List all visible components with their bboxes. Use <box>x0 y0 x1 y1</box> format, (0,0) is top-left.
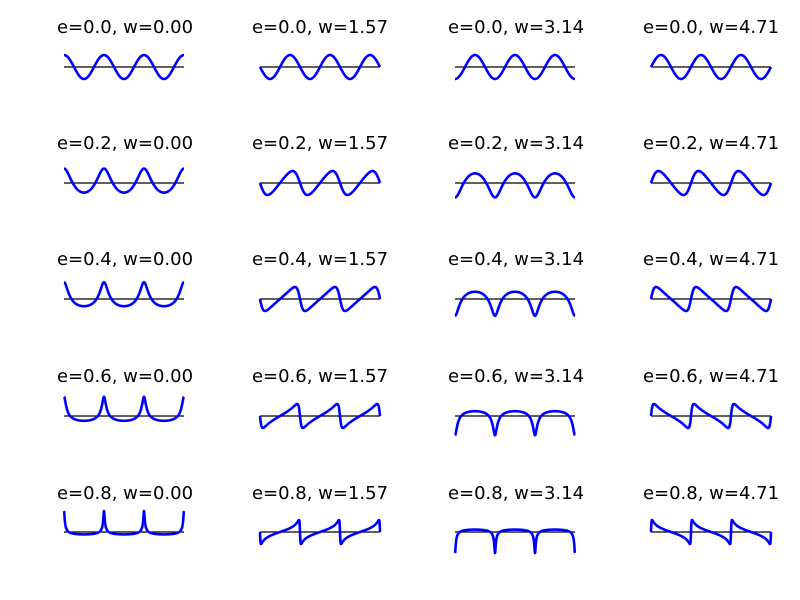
panel-e0.8-w4.71: e=0.8, w=4.71 <box>643 483 779 546</box>
rv-curve <box>649 402 773 430</box>
panel-e0.8-w3.14: e=0.8, w=3.14 <box>448 483 584 555</box>
panel-e0.0-w1.57: e=0.0, w=1.57 <box>252 17 388 81</box>
panel-e0.6-w0.00: e=0.6, w=0.00 <box>57 366 193 423</box>
panel-e0.8-w1.57: e=0.8, w=1.57 <box>252 483 388 546</box>
panel-title: e=0.2, w=3.14 <box>448 133 584 154</box>
panel-title: e=0.6, w=3.14 <box>448 366 584 387</box>
rv-curve <box>258 53 382 81</box>
rv-curve <box>453 172 577 199</box>
panel-title: e=0.2, w=4.71 <box>643 133 779 154</box>
panel-e0.2-w4.71: e=0.2, w=4.71 <box>643 133 779 197</box>
panel-title: e=0.6, w=1.57 <box>252 366 388 387</box>
panel-title: e=0.8, w=0.00 <box>57 483 193 504</box>
panel-e0.4-w0.00: e=0.4, w=0.00 <box>57 249 193 308</box>
panel-title: e=0.4, w=0.00 <box>57 249 193 270</box>
panel-e0.6-w4.71: e=0.6, w=4.71 <box>643 366 779 430</box>
panel-e0.8-w0.00: e=0.8, w=0.00 <box>57 483 193 536</box>
rv-curve <box>62 395 186 423</box>
panel-title: e=0.2, w=0.00 <box>57 133 193 154</box>
panel-title: e=0.8, w=3.14 <box>448 483 584 504</box>
panel-title: e=0.8, w=1.57 <box>252 483 388 504</box>
panel-e0.2-w3.14: e=0.2, w=3.14 <box>448 133 584 199</box>
panel-e0.4-w3.14: e=0.4, w=3.14 <box>448 249 584 318</box>
rv-curve <box>258 285 382 313</box>
panel-title: e=0.4, w=1.57 <box>252 249 388 270</box>
panel-e0.2-w0.00: e=0.2, w=0.00 <box>57 133 193 194</box>
rv-curve <box>62 280 186 308</box>
rv-curve <box>649 169 773 197</box>
panel-title: e=0.6, w=0.00 <box>57 366 193 387</box>
panel-e0.0-w0.00: e=0.0, w=0.00 <box>57 17 193 81</box>
panel-e0.2-w1.57: e=0.2, w=1.57 <box>252 133 388 197</box>
panel-title: e=0.2, w=1.57 <box>252 133 388 154</box>
rv-curve <box>649 285 773 313</box>
rv-curve <box>258 169 382 197</box>
rv-curve <box>453 290 577 318</box>
panel-e0.4-w1.57: e=0.4, w=1.57 <box>252 249 388 313</box>
panel-title: e=0.0, w=0.00 <box>57 17 193 38</box>
rv-curve <box>258 518 382 546</box>
rv-curve <box>62 53 186 81</box>
panel-e0.0-w4.71: e=0.0, w=4.71 <box>643 17 779 81</box>
panel-e0.0-w3.14: e=0.0, w=3.14 <box>448 17 584 81</box>
rv-curve <box>258 402 382 430</box>
panel-e0.4-w4.71: e=0.4, w=4.71 <box>643 249 779 313</box>
rv-curve <box>62 167 186 194</box>
rv-curve <box>649 518 773 546</box>
panel-title: e=0.4, w=3.14 <box>448 249 584 270</box>
panel-title: e=0.6, w=4.71 <box>643 366 779 387</box>
rv-curve <box>453 409 577 437</box>
panel-title: e=0.8, w=4.71 <box>643 483 779 504</box>
rv-curve <box>453 53 577 81</box>
panel-title: e=0.4, w=4.71 <box>643 249 779 270</box>
rv-curve <box>649 53 773 81</box>
panel-title: e=0.0, w=3.14 <box>448 17 584 38</box>
panel-e0.6-w1.57: e=0.6, w=1.57 <box>252 366 388 430</box>
rv-curve <box>62 509 186 536</box>
panel-title: e=0.0, w=1.57 <box>252 17 388 38</box>
panel-title: e=0.0, w=4.71 <box>643 17 779 38</box>
rv-curve <box>453 528 577 555</box>
panel-e0.6-w3.14: e=0.6, w=3.14 <box>448 366 584 437</box>
